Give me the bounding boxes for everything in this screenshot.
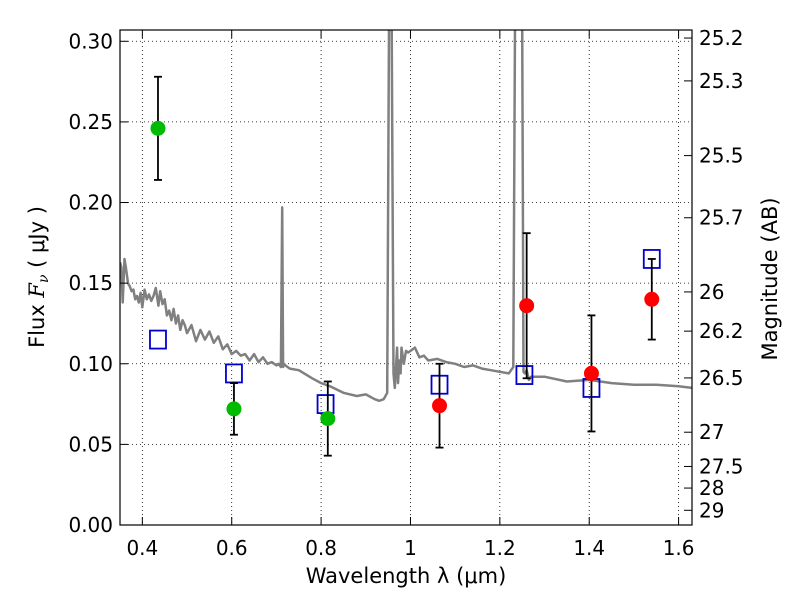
y2-tick-label: 25.3 xyxy=(699,69,744,93)
errorbar-layer xyxy=(150,75,660,457)
x-tick-label: 0.8 xyxy=(305,536,337,560)
x-tick-label: 0.6 xyxy=(216,536,248,560)
y2-tick-label: 25.7 xyxy=(699,206,744,230)
x-tick-label: 1 xyxy=(404,536,417,560)
y-tick-label: 0.30 xyxy=(68,29,113,53)
y-axis-label-subscript: ν xyxy=(36,274,52,283)
y-tick-label: 0.15 xyxy=(68,271,113,295)
x-tick-label: 1.2 xyxy=(484,536,516,560)
data-point xyxy=(432,398,448,414)
y-axis-label-symbol: F xyxy=(25,282,49,299)
model-point xyxy=(515,365,534,385)
plot-background xyxy=(120,30,692,525)
y-tick-label: 0.20 xyxy=(68,191,113,215)
y2-axis-label: Magnitude (AB) xyxy=(758,197,782,360)
y-tick-label: 0.05 xyxy=(68,432,113,456)
data-point xyxy=(150,120,166,136)
y-tick-label: 0.00 xyxy=(68,513,113,537)
data-point xyxy=(320,411,336,427)
y2-tick-label: 28 xyxy=(699,476,724,500)
y-tick-label: 0.25 xyxy=(68,110,113,134)
y2-tick-label: 26.5 xyxy=(699,366,744,390)
data-point xyxy=(644,291,660,307)
tick-layer: 0.4 0.6 0.8 1 1.2 1.4 1.6 0.00 0.05 0.10 0.15 0.20 0… xyxy=(68,26,743,560)
y2-tick-label: 26.2 xyxy=(699,319,744,343)
y-axis-label: Flux Fν ( μJy ) xyxy=(25,206,52,348)
model-point xyxy=(149,329,167,350)
y2-tick-label: 25.5 xyxy=(699,144,744,168)
plot-frame xyxy=(119,29,693,526)
spectrum-line xyxy=(120,30,692,403)
x-tick-label: 1.6 xyxy=(663,536,695,560)
y2-tick-label: 26 xyxy=(699,280,724,304)
y2-tick-label: 27 xyxy=(699,420,724,444)
y2-tick-label: 27.5 xyxy=(699,454,744,478)
x-tick-label: 0.4 xyxy=(126,536,158,560)
x-tick-label: 1.4 xyxy=(573,536,605,560)
data-point xyxy=(583,365,599,381)
y-tick-label: 0.10 xyxy=(68,352,113,376)
y-axis-label-unit: ( μJy ) xyxy=(25,206,49,274)
y2-tick-label: 25.2 xyxy=(699,26,744,50)
x-axis-label: Wavelength λ (μm) xyxy=(306,564,507,588)
data-point xyxy=(519,298,535,314)
data-point xyxy=(226,401,242,417)
y2-tick-label: 29 xyxy=(699,498,724,522)
y-axis-label-word: Flux xyxy=(25,298,49,348)
